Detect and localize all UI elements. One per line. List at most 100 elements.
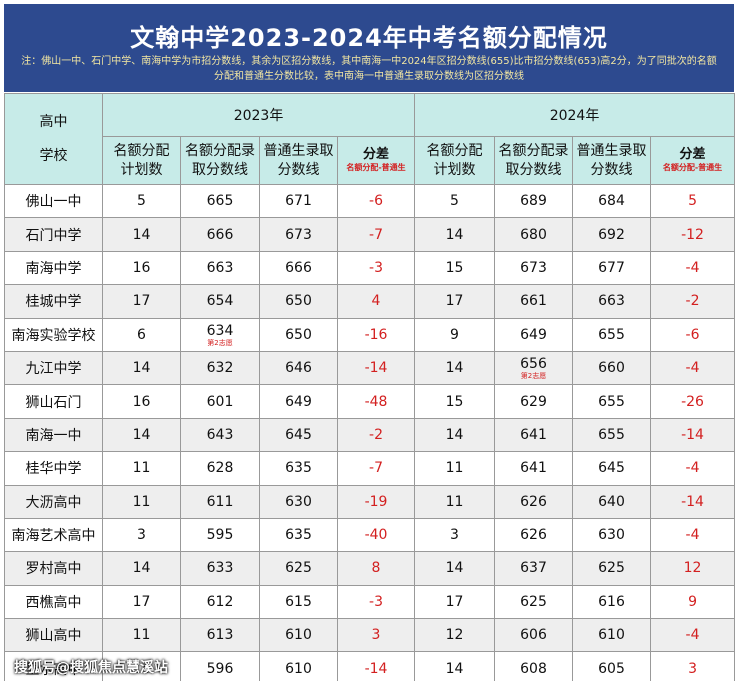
diff-2024: -4 bbox=[650, 451, 736, 486]
quota-score-2023: 611 bbox=[180, 484, 260, 519]
quota-score-value: 626 bbox=[520, 527, 547, 544]
school-name: 九江中学 bbox=[4, 350, 103, 386]
regular-score-2023: 615 bbox=[259, 584, 338, 620]
choice-note: 第2志愿 bbox=[207, 338, 233, 347]
table-row: 狮山石门 16 601 649 -48 15 629 655 -26 bbox=[4, 384, 736, 419]
regular-score-2023: 635 bbox=[259, 451, 338, 486]
diff-2024: -14 bbox=[650, 417, 736, 453]
regular-score-2024: 677 bbox=[572, 250, 652, 286]
quota-score-value: 656 bbox=[520, 356, 547, 373]
regular-score-2024: 616 bbox=[572, 584, 652, 620]
plan-2024: 14 bbox=[414, 217, 496, 252]
diff-label: 分差 bbox=[679, 147, 706, 162]
table-row: 狮山高中 11 613 610 3 12 606 610 -4 bbox=[4, 618, 736, 653]
plan-2024: 14 bbox=[414, 651, 496, 681]
quota-score-2023: 628 bbox=[180, 451, 260, 486]
quota-score-2023: 654 bbox=[180, 284, 260, 319]
quota-score-value: 628 bbox=[206, 460, 234, 477]
regular-score-2024-header: 普通生录取分数线 bbox=[572, 136, 652, 185]
diff-2023: 8 bbox=[336, 551, 416, 586]
diff-2023: -3 bbox=[336, 584, 416, 620]
quota-score-2024: 626 bbox=[494, 484, 574, 519]
quota-score-2023: 613 bbox=[180, 618, 260, 653]
source-watermark: 搜狐号@搜狐焦点慧溪站 bbox=[14, 660, 168, 676]
diff-2024: -4 bbox=[650, 517, 736, 553]
quota-score-value: 641 bbox=[520, 460, 547, 477]
table-row: 南海中学 16 663 666 -3 15 673 677 -4 bbox=[4, 250, 736, 286]
table-row: 桂城中学 17 654 650 4 17 661 663 -2 bbox=[4, 284, 736, 319]
plan-2023: 11 bbox=[102, 618, 181, 653]
table-row: 罗村高中 14 633 625 8 14 637 625 12 bbox=[4, 551, 736, 586]
diff-2023: -19 bbox=[336, 484, 416, 519]
diff-label: 分差 bbox=[363, 147, 390, 162]
school-name: 南海中学 bbox=[4, 250, 103, 286]
diff-2023: -3 bbox=[336, 250, 416, 286]
table-row: 大沥高中 11 611 630 -19 11 626 640 -14 bbox=[4, 484, 736, 519]
quota-score-2024: 656 第2志愿 bbox=[494, 350, 574, 386]
quota-score-2024: 637 bbox=[494, 551, 574, 586]
quota-score-2024: 689 bbox=[494, 183, 574, 219]
regular-score-2023: 673 bbox=[259, 217, 338, 252]
regular-score-2023: 650 bbox=[259, 317, 338, 352]
diff-2023: -7 bbox=[336, 451, 416, 486]
diff-2024: 9 bbox=[650, 584, 736, 620]
quota-score-2023: 596 bbox=[180, 651, 260, 681]
quota-score-2024: 641 bbox=[494, 451, 574, 486]
regular-score-2024: 684 bbox=[572, 183, 652, 219]
plan-2023: 14 bbox=[102, 350, 181, 386]
diff-2024: -12 bbox=[650, 217, 736, 252]
diff-2023: -14 bbox=[336, 651, 416, 681]
quota-score-2024: 629 bbox=[494, 384, 574, 419]
plan-2023: 5 bbox=[102, 183, 181, 219]
table-row: 石门中学 14 666 673 -7 14 680 692 -12 bbox=[4, 217, 736, 252]
school-column-header: 高中 学校 bbox=[4, 93, 103, 185]
diff-2023: -40 bbox=[336, 517, 416, 553]
regular-score-label: 普通生录取分数线 bbox=[263, 142, 334, 178]
school-name: 桂城中学 bbox=[4, 284, 103, 319]
school-name: 大沥高中 bbox=[4, 484, 103, 519]
page-title: 文翰中学2023-2024年中考名额分配情况 bbox=[130, 24, 608, 52]
plan-2023: 6 bbox=[102, 317, 181, 352]
plan-2024: 11 bbox=[414, 451, 496, 486]
quota-score-2024: 661 bbox=[494, 284, 574, 319]
plan-2023: 11 bbox=[102, 451, 181, 486]
diff-2024: 3 bbox=[650, 651, 736, 681]
quota-score-2024: 625 bbox=[494, 584, 574, 620]
quota-score-value: 637 bbox=[520, 560, 547, 577]
school-name: 南海实验学校 bbox=[4, 317, 103, 352]
plan-2024: 14 bbox=[414, 350, 496, 386]
title-banner: 文翰中学2023-2024年中考名额分配情况 注：佛山一中、石门中学、南海中学为… bbox=[4, 4, 734, 92]
plan-2023: 14 bbox=[102, 417, 181, 453]
diff-2024: 5 bbox=[650, 183, 736, 219]
quota-score-value: 611 bbox=[206, 493, 234, 510]
diff-2024: -26 bbox=[650, 384, 736, 419]
plan-2023-header: 名额分配计划数 bbox=[102, 136, 181, 185]
quota-score-value: 661 bbox=[520, 293, 547, 310]
regular-score-2024: 663 bbox=[572, 284, 652, 319]
quota-score-value: 641 bbox=[520, 426, 547, 443]
regular-score-2023: 635 bbox=[259, 517, 338, 553]
quota-score-value: 632 bbox=[206, 360, 234, 377]
diff-2023: -48 bbox=[336, 384, 416, 419]
quota-score-value: 654 bbox=[206, 293, 234, 310]
regular-score-2023: 645 bbox=[259, 417, 338, 453]
plan-2023: 17 bbox=[102, 284, 181, 319]
regular-score-2024: 655 bbox=[572, 317, 652, 352]
quota-score-2024: 680 bbox=[494, 217, 574, 252]
regular-score-2024: 625 bbox=[572, 551, 652, 586]
diff-2024: -6 bbox=[650, 317, 736, 352]
quota-score-value: 625 bbox=[520, 593, 547, 610]
diff-2024: -4 bbox=[650, 618, 736, 653]
plan-2023: 14 bbox=[102, 551, 181, 586]
quota-score-value: 629 bbox=[520, 393, 547, 410]
school-name: 佛山一中 bbox=[4, 183, 103, 219]
diff-2024: -14 bbox=[650, 484, 736, 519]
school-name: 石门中学 bbox=[4, 217, 103, 252]
plan-2024: 9 bbox=[414, 317, 496, 352]
school-header-line1: 高中 bbox=[39, 114, 68, 130]
diff-2023: 4 bbox=[336, 284, 416, 319]
quota-score-value: 634 bbox=[206, 322, 234, 339]
diff-2024: -4 bbox=[650, 350, 736, 386]
quota-score-2023: 632 bbox=[180, 350, 260, 386]
quota-score-2024: 641 bbox=[494, 417, 574, 453]
